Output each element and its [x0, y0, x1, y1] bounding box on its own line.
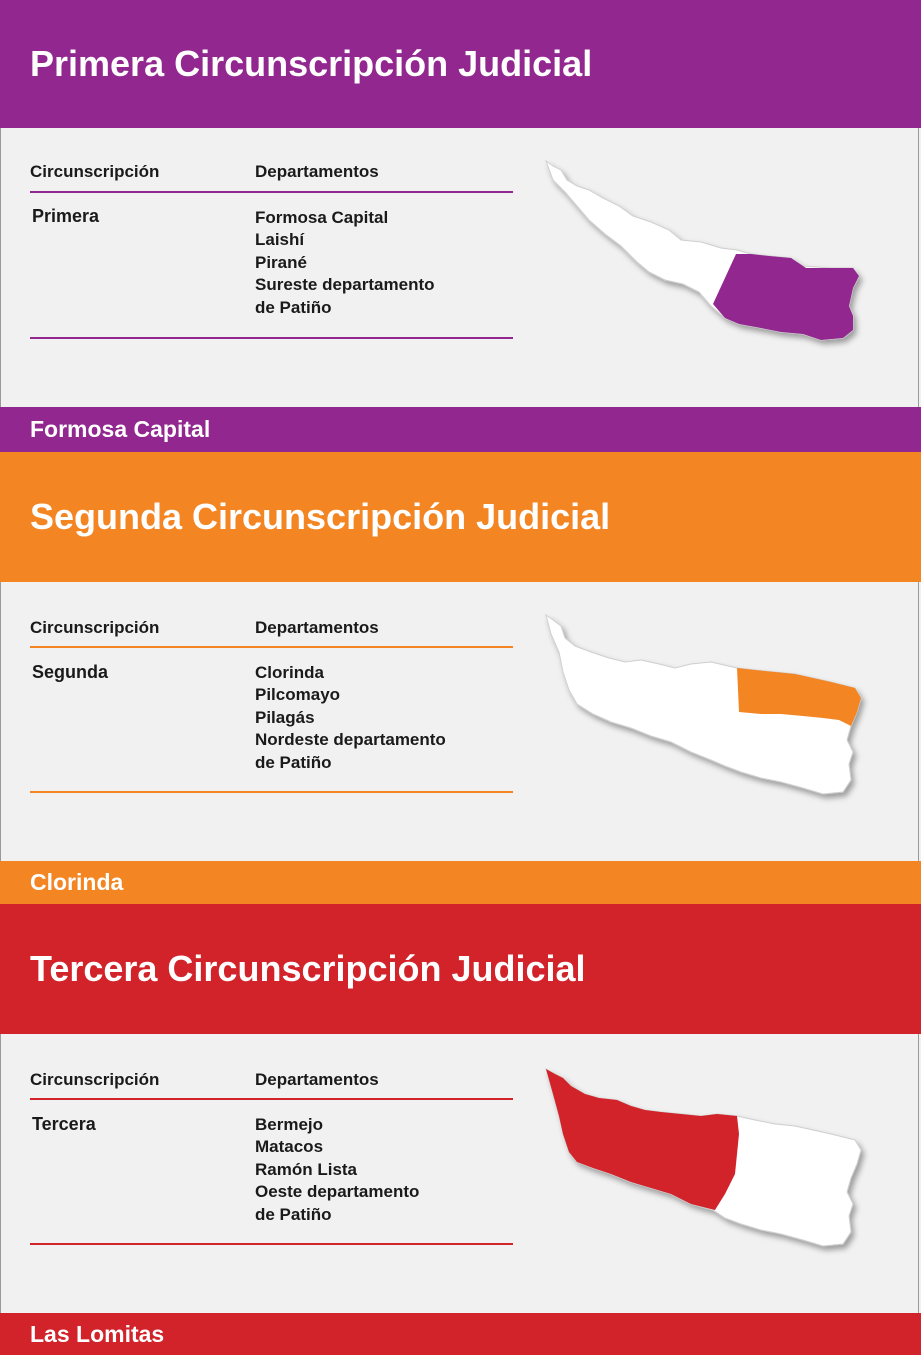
section-body: Circunscripción Departamentos Segunda Cl… [0, 582, 919, 861]
footer-city: Formosa Capital [30, 416, 211, 442]
section-body: Circunscripción Departamentos Tercera Be… [0, 1034, 919, 1313]
departamento-item: de Patiño [255, 752, 332, 772]
departamento-item: de Patiño [255, 297, 332, 317]
section-footer: Las Lomitas [0, 1313, 921, 1355]
departamento-item: Formosa Capital [255, 208, 389, 227]
circunscripcion-value: Tercera [32, 1114, 96, 1134]
departamento-item: Pirané [255, 252, 307, 272]
highlight-region [737, 668, 861, 726]
departamentos-list: Formosa Capital Laishí Pirané Sureste de… [255, 207, 435, 319]
departamento-item: Oeste departamento [255, 1182, 420, 1202]
column-header-circunscripcion: Circunscripción [30, 1070, 160, 1089]
section-header: Tercera Circunscripción Judicial [0, 904, 921, 1034]
header-rule [30, 646, 513, 648]
departamento-item: de Patiño [255, 1204, 332, 1224]
province-map [545, 613, 862, 795]
province-map [545, 1067, 862, 1247]
departamento-item: Matacos [255, 1137, 324, 1157]
footer-city: Las Lomitas [30, 1320, 165, 1347]
circunscripcion-value: Primera [32, 206, 100, 226]
section-title: Segunda Circunscripción Judicial [30, 496, 611, 537]
column-header-departamentos: Departamentos [255, 618, 379, 637]
circunscripcion-value: Segunda [32, 662, 109, 682]
header-rule [30, 1098, 513, 1100]
highlight-region [713, 254, 859, 340]
section-body: Circunscripción Departamentos Primera Fo… [0, 128, 919, 407]
column-header-departamentos: Departamentos [255, 1070, 379, 1089]
departamento-item: Ramón Lista [255, 1159, 358, 1179]
column-header-circunscripcion: Circunscripción [30, 618, 160, 637]
section-tercera: Tercera Circunscripción Judicial Circuns… [0, 904, 921, 1355]
footer-rule [30, 791, 513, 793]
province-map [544, 159, 860, 341]
section-footer: Formosa Capital [0, 407, 921, 452]
column-header-departamentos: Departamentos [255, 162, 379, 181]
header-rule [30, 191, 513, 193]
departamentos-list: Bermejo Matacos Ramón Lista Oeste depart… [255, 1114, 419, 1226]
departamento-item: Nordeste departamento [255, 730, 446, 750]
departamentos-list: Clorinda Pilcomayo Pilagás Nordeste depa… [255, 662, 446, 774]
section-footer: Clorinda [0, 861, 921, 904]
section-primera: Primera Circunscripción Judicial Circuns… [0, 0, 921, 452]
section-title: Tercera Circunscripción Judicial [30, 948, 586, 989]
departamento-item: Clorinda [255, 663, 324, 682]
section-segunda: Segunda Circunscripción Judicial Circuns… [0, 452, 921, 904]
departamento-item: Sureste departamento [255, 275, 435, 295]
departamento-item: Bermejo [255, 1115, 324, 1134]
section-header: Primera Circunscripción Judicial [0, 0, 921, 128]
departamento-item: Laishí [255, 230, 305, 250]
departamento-item: Pilagás [255, 707, 315, 727]
section-title: Primera Circunscripción Judicial [30, 43, 593, 84]
footer-city: Clorinda [30, 869, 124, 895]
section-header: Segunda Circunscripción Judicial [0, 452, 921, 582]
departamento-item: Pilcomayo [255, 685, 341, 705]
footer-rule [30, 1243, 513, 1245]
column-header-circunscripcion: Circunscripción [30, 162, 160, 181]
footer-rule [30, 337, 513, 339]
highlight-region [546, 1069, 739, 1210]
